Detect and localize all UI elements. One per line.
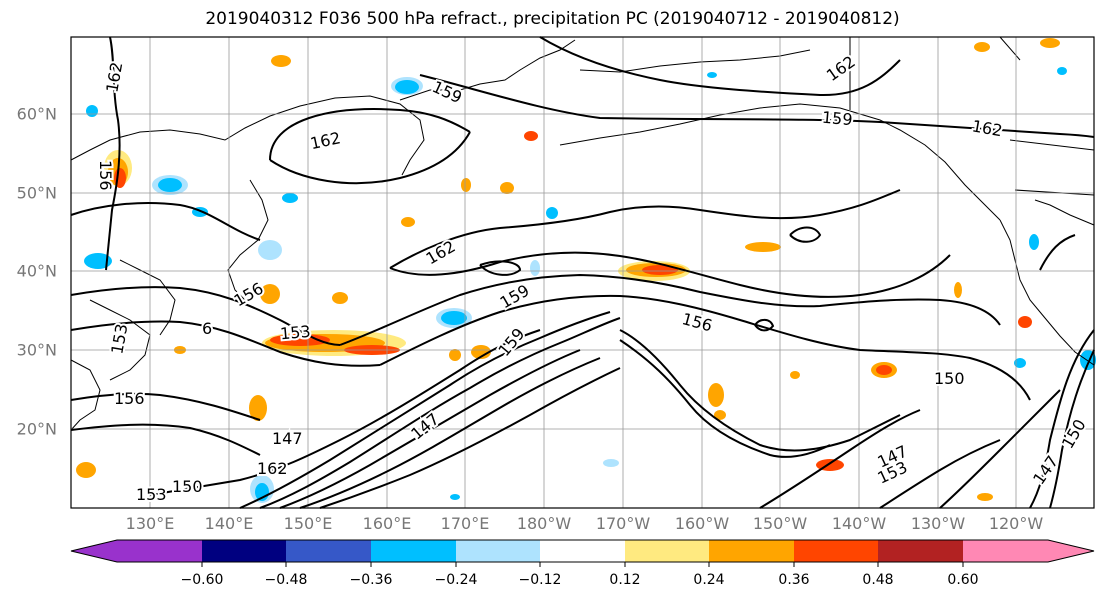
contour-label: 6 — [202, 319, 212, 338]
lat-label: 50°N — [16, 183, 57, 203]
colorbar-extend-min — [71, 540, 117, 562]
colorbar-bin — [878, 540, 963, 562]
lon-label: 130°E — [125, 514, 175, 533]
colorbar-bin — [540, 540, 625, 562]
contour-label: 147 — [272, 429, 303, 448]
colorbar-tick-label: −0.24 — [434, 572, 478, 588]
lon-label: 160°W — [674, 514, 730, 533]
contour-label: 156 — [114, 389, 145, 408]
colorbar-extend-max — [1048, 540, 1094, 562]
colorbar-tick-label: 0.60 — [947, 572, 979, 588]
contour-label: 162 — [257, 459, 288, 478]
lon-label: 140°E — [204, 514, 254, 533]
colorbar-tick-label: −0.36 — [349, 572, 393, 588]
colorbar-tick-label: −0.12 — [518, 572, 562, 588]
lon-label: 150°W — [752, 514, 808, 533]
colorbar-tick-label: −0.60 — [180, 572, 224, 588]
colorbar-tick-label: 0.24 — [693, 572, 725, 588]
colorbar-tick-label: 0.36 — [778, 572, 810, 588]
lat-label: 20°N — [16, 419, 57, 439]
lat-label: 60°N — [16, 104, 57, 124]
colorbar-bin — [963, 540, 1048, 562]
lon-label: 170°E — [440, 514, 490, 533]
lon-label: 180°W — [516, 514, 572, 533]
lat-label: 40°N — [16, 261, 57, 281]
colorbar-bin — [625, 540, 709, 562]
colorbar-bin — [794, 540, 878, 562]
refractivity-contours — [70, 36, 1095, 509]
map-title: 2019040312 F036 500 hPa refract., precip… — [205, 9, 900, 29]
colorbar-bin — [202, 540, 286, 562]
colorbar-bin — [117, 540, 202, 562]
colorbar-tick-label: 0.12 — [609, 572, 641, 588]
lon-label: 160°E — [362, 514, 412, 533]
contour-label: 153 — [279, 322, 311, 344]
map-area — [70, 36, 1096, 509]
lon-label: 150°E — [283, 514, 333, 533]
colorbar-bin — [456, 540, 540, 562]
contour-label: 156 — [96, 160, 115, 191]
colorbar-tick-label: 0.48 — [862, 572, 894, 588]
colorbar — [70, 539, 1095, 567]
lon-label: 120°W — [988, 514, 1044, 533]
colorbar-bin — [371, 540, 456, 562]
lat-label: 30°N — [16, 340, 57, 360]
lon-label: 170°W — [595, 514, 651, 533]
contour-label: 153 — [136, 485, 167, 504]
contour-label: 159 — [821, 108, 853, 130]
colorbar-outline — [70, 539, 1095, 563]
lon-label: 130°W — [910, 514, 966, 533]
colorbar-bin — [286, 540, 371, 562]
contour-label: 150 — [934, 369, 965, 388]
lon-label: 140°W — [831, 514, 887, 533]
graticule — [71, 37, 1094, 508]
map-frame — [70, 36, 1095, 509]
colorbar-tick-label: −0.48 — [264, 572, 308, 588]
colorbar-bin — [709, 540, 794, 562]
contour-label: 150 — [172, 477, 203, 496]
